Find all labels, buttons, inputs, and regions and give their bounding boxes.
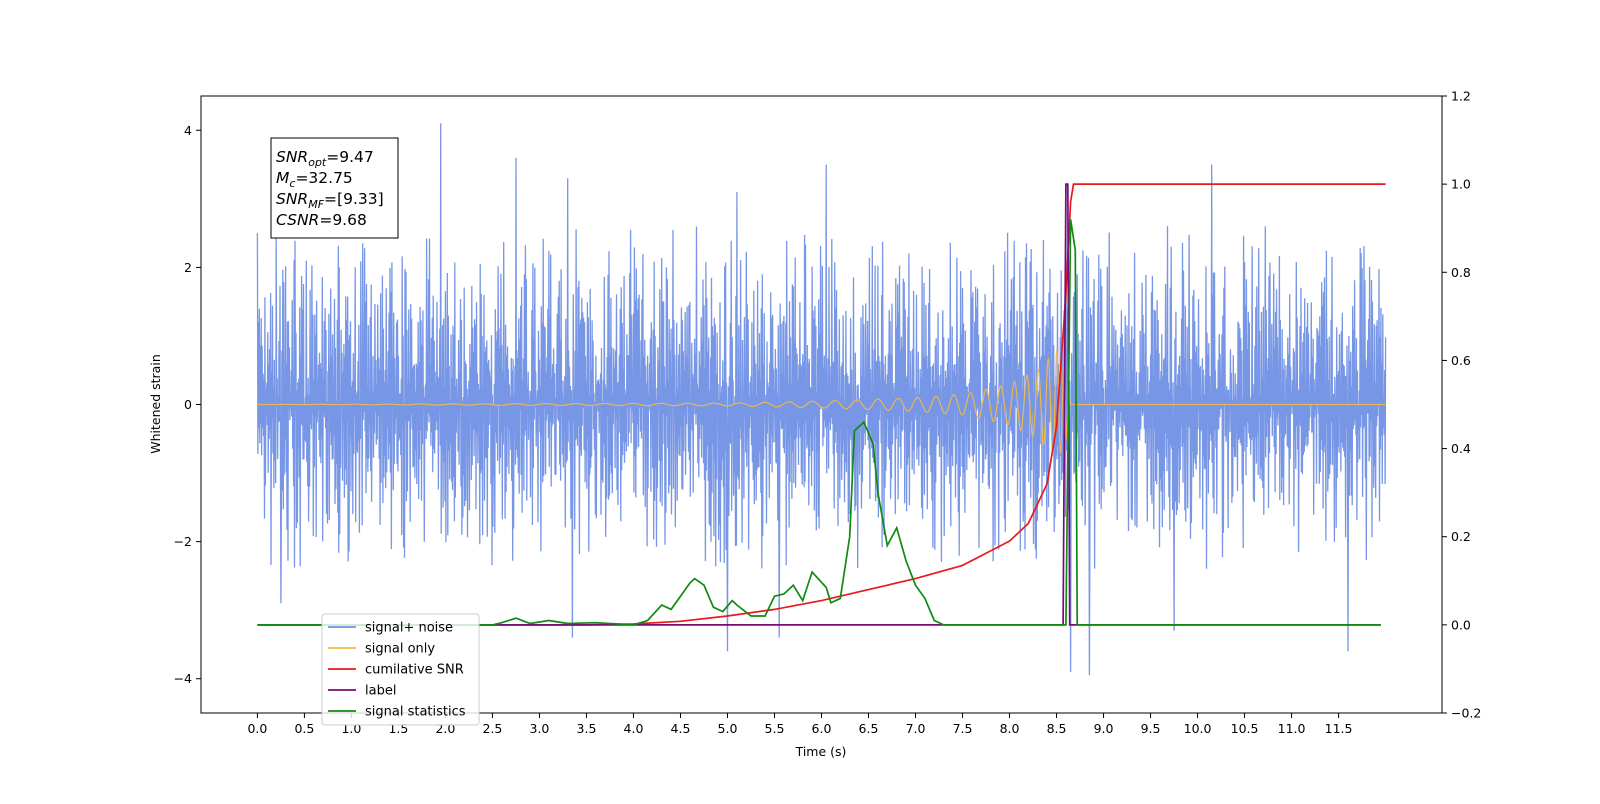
y-tick-label: 4 <box>184 123 192 138</box>
y-tick-label: −2 <box>174 534 192 549</box>
y2-tick-label: 0.8 <box>1451 265 1471 280</box>
y-tick-label: 0 <box>184 397 192 412</box>
legend-entry: signal only <box>365 642 435 657</box>
y-axis-left: −4 −2 0 2 4 <box>174 123 201 686</box>
y-tick-label: 2 <box>184 260 192 275</box>
y2-tick-label: 1.0 <box>1451 177 1471 192</box>
x-tick-label: 2.5 <box>483 721 503 736</box>
y2-tick-label: 0.4 <box>1451 441 1471 456</box>
annotation-frame <box>270 137 399 239</box>
y2-tick-label: 0.2 <box>1451 529 1471 544</box>
annotation-line: SNRopt=9.47 <box>276 148 374 169</box>
x-tick-label: 4.0 <box>624 721 644 736</box>
series-cumilative-snr <box>257 183 1386 626</box>
legend-entry: cumilative SNR <box>365 663 464 678</box>
legend-entry: signal+ noise <box>365 621 453 636</box>
x-tick-label: 0.5 <box>294 721 314 736</box>
series-layer <box>256 123 1387 676</box>
annotation-line: CSNR=9.68 <box>276 211 367 229</box>
x-tick-label: 10.0 <box>1184 721 1212 736</box>
annotation-line: SNRMF=[9.33] <box>276 190 384 211</box>
x-tick-label: 11.5 <box>1325 721 1353 736</box>
legend-entry: label <box>365 684 396 699</box>
x-tick-label: 6.5 <box>859 721 879 736</box>
x-tick-label: 0.0 <box>247 721 267 736</box>
legend: signal+ noise signal only cumilative SNR la… <box>321 613 480 726</box>
series-signal-noise <box>256 123 1387 676</box>
y-axis-right: −0.2 0.0 0.2 0.4 0.6 0.8 1.0 1.2 <box>1442 89 1481 721</box>
x-tick-label: 5.0 <box>718 721 738 736</box>
x-tick-label: 3.5 <box>577 721 597 736</box>
x-tick-label: 6.0 <box>812 721 832 736</box>
x-tick-label: 9.0 <box>1094 721 1114 736</box>
y-tick-label: −4 <box>174 671 192 686</box>
x-tick-label: 8.0 <box>1000 721 1020 736</box>
x-tick-label: 10.5 <box>1231 721 1259 736</box>
x-tick-label: 7.5 <box>953 721 973 736</box>
y2-tick-label: 1.2 <box>1451 89 1471 104</box>
legend-frame <box>321 613 480 726</box>
x-tick-label: 8.5 <box>1047 721 1067 736</box>
y2-tick-label: 0.0 <box>1451 617 1471 632</box>
annotation-line: Mc=32.75 <box>276 169 353 190</box>
series-signal-statistics <box>257 219 1381 626</box>
legend-entry: signal statistics <box>365 705 466 720</box>
x-tick-label: 5.5 <box>765 721 785 736</box>
series-signal-only <box>257 350 1386 456</box>
y2-tick-label: 0.6 <box>1451 353 1471 368</box>
x-tick-label: 9.5 <box>1141 721 1161 736</box>
x-axis-label: Time (s) <box>795 744 847 759</box>
x-tick-label: 7.0 <box>906 721 926 736</box>
x-tick-label: 4.5 <box>671 721 691 736</box>
y-axis-label: Whitened strain <box>148 354 163 453</box>
x-tick-label: 11.0 <box>1278 721 1306 736</box>
x-tick-label: 3.0 <box>530 721 550 736</box>
y2-tick-label: −0.2 <box>1451 706 1481 721</box>
